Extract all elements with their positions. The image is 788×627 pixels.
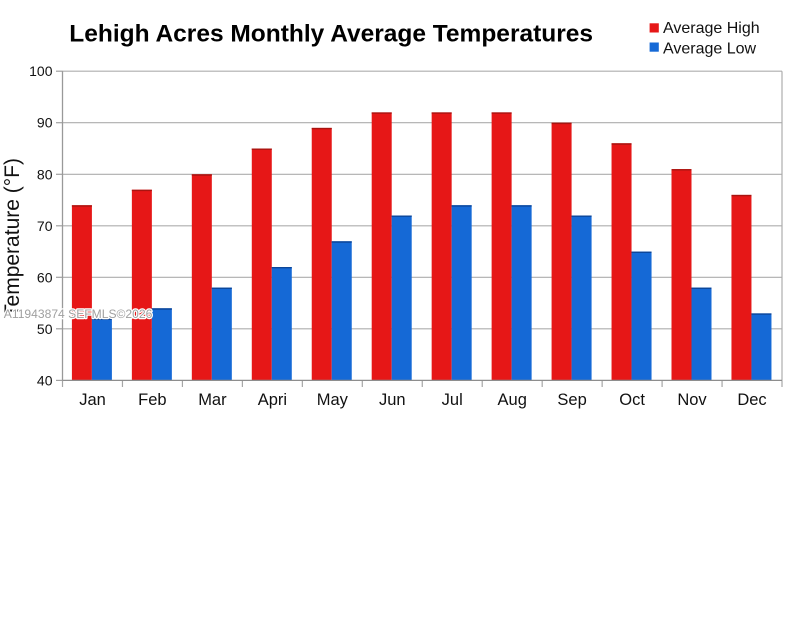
svg-text:May: May xyxy=(317,391,349,409)
svg-text:40: 40 xyxy=(37,372,53,388)
svg-text:Jul: Jul xyxy=(442,391,463,409)
svg-text:Aug: Aug xyxy=(498,391,527,409)
svg-text:Sep: Sep xyxy=(557,391,586,409)
svg-text:80: 80 xyxy=(37,166,53,182)
svg-text:90: 90 xyxy=(37,115,53,131)
svg-text:Apri: Apri xyxy=(258,391,287,409)
svg-text:Oct: Oct xyxy=(619,391,645,409)
svg-text:Temperature (°F): Temperature (°F) xyxy=(1,158,24,317)
svg-text:70: 70 xyxy=(37,218,53,234)
svg-text:Dec: Dec xyxy=(737,391,766,409)
svg-text:Mar: Mar xyxy=(198,391,227,409)
svg-text:Feb: Feb xyxy=(138,391,166,409)
svg-text:60: 60 xyxy=(37,269,53,285)
svg-text:Average High: Average High xyxy=(663,20,760,37)
svg-text:Average Low: Average Low xyxy=(663,41,757,58)
svg-text:A11943874 SEFMLS©2026: A11943874 SEFMLS©2026 xyxy=(4,307,153,321)
svg-text:Jan: Jan xyxy=(79,391,106,409)
svg-text:Nov: Nov xyxy=(677,391,707,409)
svg-text:50: 50 xyxy=(37,321,53,337)
svg-text:Lehigh Acres Monthly Average T: Lehigh Acres Monthly Average Temperature… xyxy=(69,20,593,47)
svg-text:Jun: Jun xyxy=(379,391,406,409)
svg-text:100: 100 xyxy=(29,63,53,79)
